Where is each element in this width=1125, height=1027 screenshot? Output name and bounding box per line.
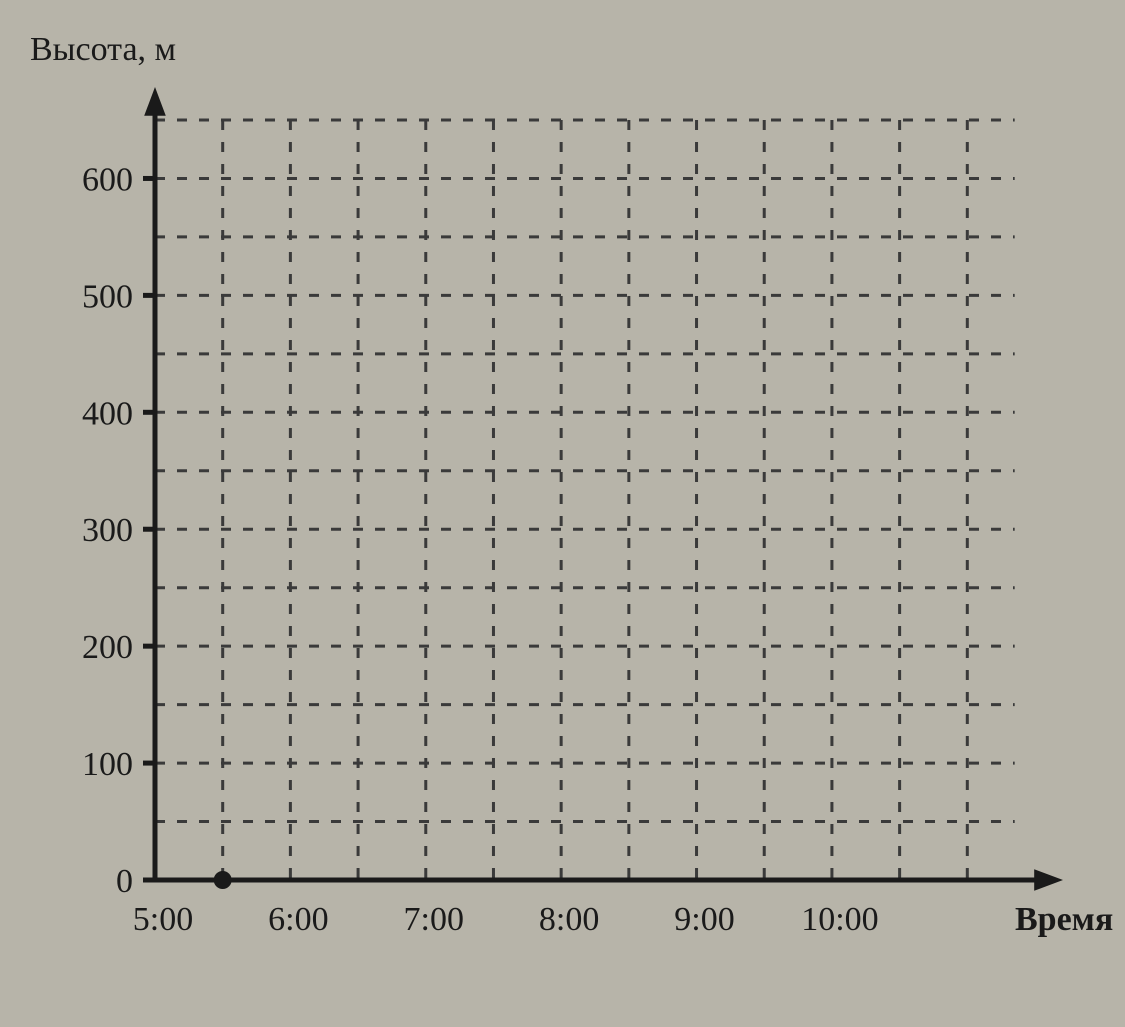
data-point [214,871,232,889]
y-tick-label: 200 [82,629,133,666]
y-tick-label: 500 [82,278,133,315]
chart-container: 0 100 200 300 400 500 600 5:00 6:00 7:00 8:00 9:00 1… [0,0,1125,1027]
y-tick-label: 400 [82,395,133,432]
x-tick-label: 10:00 [801,901,878,938]
x-axis-arrow [1034,869,1063,891]
y-tick-label: 600 [82,161,133,198]
x-tick-label: 8:00 [539,901,599,938]
y-tick-label: 100 [82,746,133,783]
y-axis-arrow [144,87,166,116]
grid [155,120,1015,880]
y-tick-label: 0 [116,863,133,900]
x-tick-label: 7:00 [404,901,464,938]
x-tick-label: 9:00 [674,901,734,938]
axes-chart: 0 100 200 300 400 500 600 5:00 6:00 7:00 8:00 9:00 1… [0,0,1125,1027]
x-axis-label: Время [1015,901,1113,938]
y-tick-label: 300 [82,512,133,549]
axes: 0 100 200 300 400 500 600 5:00 6:00 7:00 8:00 9:00 1… [30,31,1113,938]
x-tick-label: 5:00 [133,901,193,938]
y-axis-label: Высота, м [30,31,176,68]
x-tick-label: 6:00 [268,901,328,938]
